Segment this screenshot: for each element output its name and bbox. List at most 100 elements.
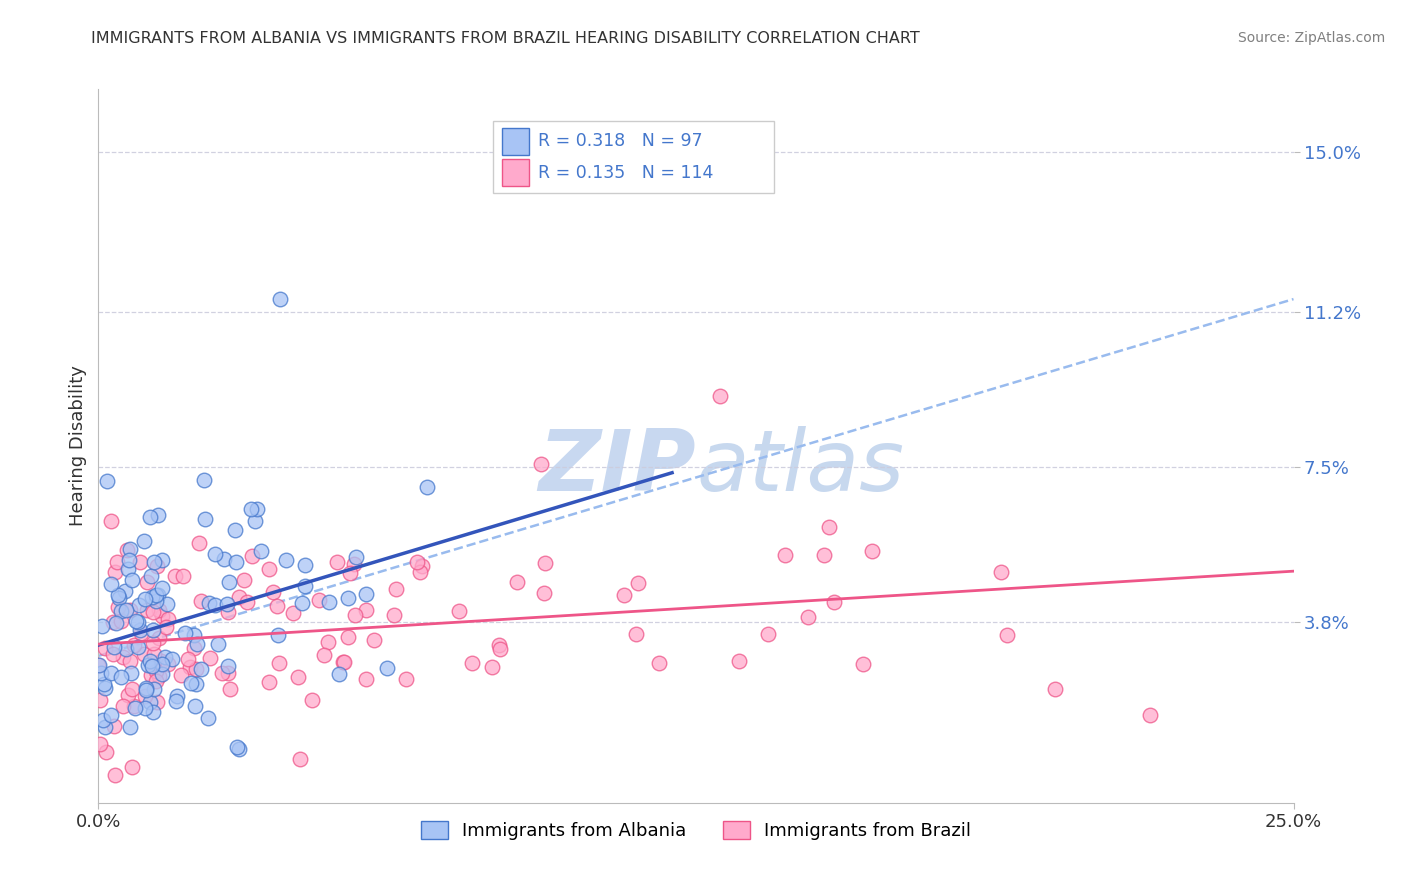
Point	[204, 547, 226, 561]
Point	[1043, 682, 1066, 697]
Point	[354, 587, 377, 601]
Point	[709, 389, 731, 403]
Point	[385, 582, 408, 596]
Point	[148, 603, 170, 617]
Point	[121, 760, 143, 774]
Point	[314, 648, 336, 662]
Point	[236, 595, 259, 609]
Point	[344, 550, 367, 565]
Point	[127, 615, 149, 629]
Point	[174, 626, 197, 640]
Point	[100, 666, 122, 681]
Point	[91, 713, 114, 727]
Point	[240, 549, 263, 564]
Point	[134, 700, 156, 714]
Point	[141, 591, 163, 605]
Point	[267, 628, 290, 642]
Point	[225, 555, 247, 569]
Point	[134, 592, 156, 607]
Point	[405, 555, 427, 569]
Point	[180, 676, 202, 690]
Y-axis label: Hearing Disability: Hearing Disability	[69, 366, 87, 526]
Point	[163, 568, 186, 582]
Point	[214, 552, 236, 566]
Point	[157, 657, 180, 671]
Point	[488, 638, 510, 652]
Point	[226, 739, 249, 754]
Point	[217, 659, 239, 673]
Point	[90, 665, 112, 680]
Point	[995, 628, 1018, 642]
Point	[186, 677, 208, 691]
Point	[336, 630, 359, 644]
Point	[150, 654, 173, 668]
Point	[120, 666, 142, 681]
Point	[89, 737, 111, 751]
Point	[797, 609, 820, 624]
Point	[142, 648, 165, 662]
Point	[259, 674, 281, 689]
Point	[153, 650, 176, 665]
Point	[269, 292, 291, 306]
Point	[107, 588, 129, 602]
Point	[94, 745, 117, 759]
FancyBboxPatch shape	[494, 121, 773, 193]
Point	[224, 524, 246, 538]
Point	[111, 649, 134, 664]
Point	[110, 614, 132, 628]
Point	[506, 575, 529, 590]
Point	[172, 569, 194, 583]
Point	[200, 651, 222, 665]
Point	[186, 637, 208, 651]
Point	[139, 510, 162, 524]
Point	[112, 698, 135, 713]
Point	[115, 543, 138, 558]
Point	[356, 603, 378, 617]
Point	[363, 633, 385, 648]
FancyBboxPatch shape	[502, 159, 529, 186]
Point	[232, 573, 254, 587]
Point	[104, 767, 127, 781]
Point	[411, 559, 433, 574]
Point	[301, 692, 323, 706]
Point	[148, 669, 170, 683]
Point	[194, 511, 217, 525]
Point	[489, 641, 512, 656]
Point	[135, 682, 157, 697]
Point	[117, 561, 139, 575]
Point	[93, 677, 115, 691]
Point	[197, 711, 219, 725]
Point	[852, 657, 875, 672]
Point	[325, 555, 347, 569]
Point	[150, 553, 173, 567]
Point	[218, 575, 240, 590]
Point	[148, 508, 170, 522]
Point	[139, 695, 162, 709]
Point	[291, 596, 314, 610]
Point	[269, 657, 291, 671]
Point	[343, 557, 366, 571]
Point	[142, 605, 165, 619]
Point	[184, 698, 207, 713]
Text: R = 0.135   N = 114: R = 0.135 N = 114	[538, 164, 714, 182]
Point	[339, 566, 361, 580]
Point	[94, 720, 117, 734]
Point	[170, 668, 193, 682]
Point	[183, 641, 205, 656]
Text: Source: ZipAtlas.com: Source: ZipAtlas.com	[1237, 31, 1385, 45]
Point	[155, 620, 177, 634]
Point	[118, 654, 141, 668]
Point	[142, 623, 165, 637]
Point	[145, 673, 167, 688]
Point	[219, 681, 242, 696]
Point	[276, 553, 298, 567]
Point	[332, 655, 354, 669]
Point	[215, 597, 238, 611]
Point	[756, 627, 779, 641]
Point	[204, 598, 226, 612]
Point	[114, 583, 136, 598]
Text: ZIP: ZIP	[538, 425, 696, 509]
Point	[122, 638, 145, 652]
Point	[217, 605, 239, 619]
Point	[108, 591, 131, 606]
